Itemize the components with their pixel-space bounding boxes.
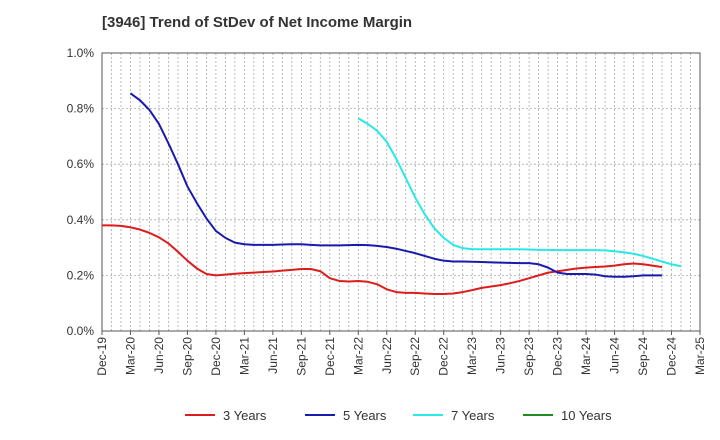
x-tick-label: Sep-24 xyxy=(636,337,650,376)
series-layer xyxy=(102,92,682,296)
x-tick-label: Dec-23 xyxy=(551,337,565,376)
y-tick-label: 0.0% xyxy=(67,324,95,338)
legend-label-7-years: 7 Years xyxy=(451,408,495,423)
x-tick-label: Dec-22 xyxy=(437,337,451,376)
x-tick-label: Dec-21 xyxy=(323,337,337,376)
chart-title: [3946] Trend of StDev of Net Income Marg… xyxy=(102,14,413,31)
axis-layer: 0.0% 0.2% 0.4% 0.6% 0.8% 1.0% Dec-19 Mar-20 Jun-… xyxy=(67,46,707,376)
x-tick-label: Mar-20 xyxy=(123,337,137,375)
legend: 3 Years 5 Years 7 Years 10 Years xyxy=(185,408,612,423)
x-tick-label: Jun-21 xyxy=(266,337,280,374)
plot-frame xyxy=(101,52,701,332)
x-tick-label: Sep-21 xyxy=(294,337,308,376)
x-tick-label: Mar-21 xyxy=(237,337,251,375)
y-tick-label: 0.4% xyxy=(67,213,95,227)
x-tick-label: Jun-22 xyxy=(380,337,394,374)
legend-label-10-years: 10 Years xyxy=(561,408,612,423)
y-tick-label: 0.8% xyxy=(67,102,95,116)
y-tick-label: 0.6% xyxy=(67,157,95,171)
series-line-5-years xyxy=(129,92,663,278)
x-tick-label: Jun-24 xyxy=(608,337,622,374)
series-line-7-years xyxy=(357,117,682,268)
x-tick-label: Mar-22 xyxy=(351,337,365,375)
series-line-3-years xyxy=(102,224,663,296)
y-tick-label: 1.0% xyxy=(67,46,95,60)
legend-label-3-years: 3 Years xyxy=(223,408,267,423)
x-tick-label: Sep-23 xyxy=(522,337,536,376)
x-tick-label: Mar-23 xyxy=(465,337,479,375)
x-tick-label: Mar-24 xyxy=(579,337,593,375)
legend-label-5-years: 5 Years xyxy=(343,408,387,423)
y-tick-label: 0.2% xyxy=(67,268,95,282)
x-tick-label: Mar-25 xyxy=(693,337,707,375)
x-tick-label: Dec-24 xyxy=(665,337,679,376)
x-tick-label: Sep-20 xyxy=(180,337,194,376)
x-tick-label: Sep-22 xyxy=(408,337,422,376)
x-tick-label: Jun-20 xyxy=(152,337,166,374)
x-tick-label: Dec-20 xyxy=(209,337,223,376)
x-tick-label: Jun-23 xyxy=(494,337,508,374)
x-tick-label: Dec-19 xyxy=(95,337,109,376)
